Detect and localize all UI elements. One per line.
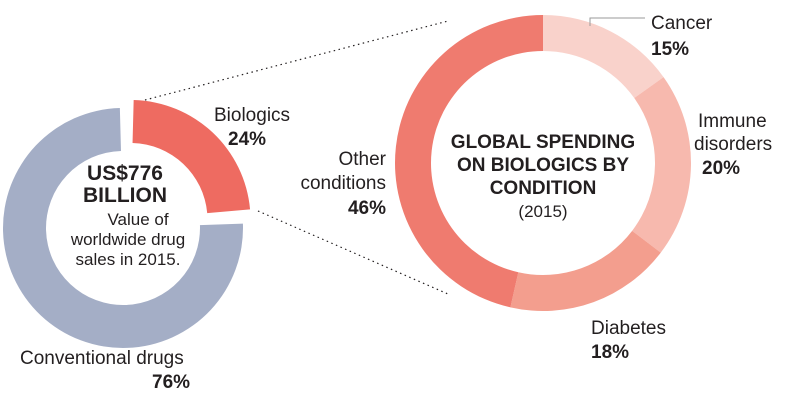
left-donut-labels: Biologics 24% Conventional drugs 76%: [20, 105, 290, 393]
center-title-line: ON BIOLOGICS BY: [457, 155, 629, 176]
slice-label-conventional-drugs: Conventional drugs: [20, 348, 184, 369]
biologics-by-condition-donut: [394, 15, 692, 312]
center-caption-line: sales in 2015.: [76, 250, 181, 269]
right-donut-labels: Cancer 15% Immune disorders 20% Diabetes…: [300, 13, 772, 363]
slice-value-conventional-drugs: 76%: [152, 372, 190, 393]
cancer-leader-line: [589, 17, 645, 26]
center-title-line: GLOBAL SPENDING: [451, 132, 635, 153]
donut-slice-conventional-drugs: [3, 108, 243, 348]
slice-label-biologics: Biologics: [214, 105, 290, 126]
connector-lines: [144, 20, 449, 295]
left-donut-center: US$776 BILLION Value of worldwide drug s…: [70, 162, 185, 269]
center-subtitle: (2015): [518, 202, 567, 221]
slice-value-biologics: 24%: [228, 129, 266, 150]
center-caption-line: worldwide drug: [70, 230, 185, 249]
slice-label-cancer: Cancer: [651, 13, 713, 34]
center-title-line: CONDITION: [490, 178, 597, 199]
slice-value-diabetes: 18%: [591, 342, 629, 363]
worldwide-drug-sales-donut: [3, 100, 251, 348]
center-caption-line: Value of: [107, 210, 168, 229]
slice-value-immune-disorders: 20%: [702, 158, 740, 179]
donut-slice-biologics: [132, 100, 251, 214]
slice-value-cancer: 15%: [651, 39, 689, 60]
donut-slice-immune-disorders: [632, 77, 692, 253]
slice-label-diabetes: Diabetes: [591, 318, 666, 339]
slice-value-other-conditions: 46%: [348, 198, 386, 219]
donut-slice-cancer: [543, 15, 664, 99]
slice-label-other-conditions: Other: [338, 149, 386, 170]
donut-slice-diabetes: [510, 230, 661, 312]
slice-label-immune-disorders: disorders: [694, 134, 772, 155]
right-donut-center: GLOBAL SPENDING ON BIOLOGICS BY CONDITIO…: [451, 132, 635, 221]
slice-label-immune-disorders: Immune: [698, 111, 767, 132]
connector-line-top: [144, 20, 449, 101]
slice-label-other-conditions: conditions: [300, 173, 386, 194]
donut-slice-other-conditions: [394, 15, 543, 308]
total-unit-label: BILLION: [83, 184, 167, 207]
total-amount-label: US$776: [87, 162, 163, 185]
